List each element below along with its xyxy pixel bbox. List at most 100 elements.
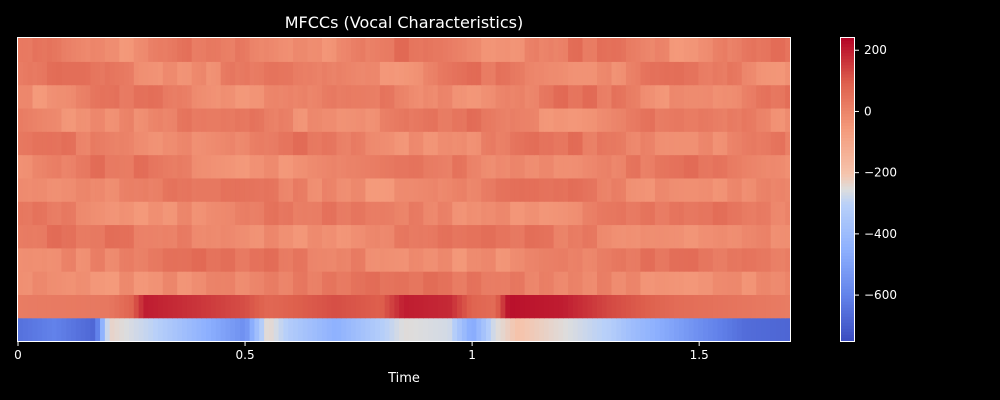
heatmap-cell: [698, 201, 704, 226]
heatmap-cell: [336, 224, 342, 249]
heatmap-cell: [27, 294, 34, 319]
heatmap-cell: [616, 294, 622, 319]
heatmap-cell: [196, 107, 202, 132]
heatmap-cell: [22, 201, 29, 226]
heatmap-cell: [712, 84, 719, 109]
heatmap-cell: [510, 177, 516, 202]
heatmap-cell: [71, 107, 77, 132]
colorbar-segment: [841, 113, 854, 118]
heatmap-cell: [534, 38, 540, 62]
heatmap-cell: [558, 224, 564, 249]
colorbar-segment: [841, 210, 854, 215]
heatmap-cell: [220, 317, 227, 342]
heatmap-cell: [177, 271, 183, 295]
heatmap-cell: [635, 84, 642, 109]
heatmap-cell: [674, 224, 680, 249]
heatmap-cell: [288, 317, 294, 342]
heatmap-cell: [80, 61, 87, 86]
heatmap-cell: [442, 224, 449, 249]
heatmap-cell: [167, 131, 173, 156]
heatmap-cell: [365, 201, 371, 226]
heatmap-cell: [761, 294, 767, 319]
heatmap-cell: [423, 84, 429, 109]
heatmap-cell: [153, 107, 159, 132]
heatmap-cell: [524, 38, 531, 62]
heatmap-cell: [100, 61, 106, 86]
heatmap-cell: [341, 271, 347, 295]
heatmap-cell: [490, 201, 497, 226]
heatmap-cell: [225, 317, 231, 342]
heatmap-cell: [143, 61, 149, 86]
heatmap-cell: [326, 247, 333, 272]
heatmap-cell: [732, 294, 738, 319]
heatmap-cell: [553, 201, 559, 226]
heatmap-cell: [534, 154, 540, 179]
heatmap-cell: [553, 84, 559, 109]
heatmap-cell: [225, 84, 231, 109]
heatmap-cell: [360, 271, 366, 295]
heatmap-cell: [698, 38, 704, 62]
heatmap-cell: [611, 154, 617, 179]
heatmap-cell: [288, 131, 294, 156]
heatmap-cell: [18, 224, 24, 249]
heatmap-cell: [732, 61, 738, 86]
heatmap-cell: [683, 38, 690, 62]
heatmap-cell: [225, 131, 231, 156]
heatmap-cell: [650, 38, 656, 62]
heatmap-cell: [109, 61, 116, 86]
colorbar-segment: [841, 304, 854, 309]
heatmap-cell: [100, 84, 106, 109]
heatmap-cell: [553, 107, 559, 132]
heatmap-cell: [283, 247, 289, 272]
heatmap-cell: [461, 294, 468, 319]
heatmap-cell: [621, 224, 627, 249]
heatmap-cell: [196, 294, 202, 319]
heatmap-cell: [741, 177, 748, 202]
heatmap-cell: [428, 38, 434, 62]
heatmap-cell: [722, 201, 728, 226]
heatmap-cell: [775, 247, 781, 272]
heatmap-cell: [384, 38, 391, 62]
heatmap-cell: [22, 224, 29, 249]
heatmap-cell: [548, 201, 555, 226]
heatmap-cell: [510, 84, 516, 109]
heatmap-cell: [534, 177, 540, 202]
colorbar-tick-label: −400: [864, 227, 897, 241]
heatmap-cell: [543, 107, 550, 132]
heatmap-cell: [293, 84, 299, 109]
heatmap-cell: [268, 177, 275, 202]
heatmap-cell: [490, 224, 497, 249]
heatmap-cell: [360, 38, 366, 62]
heatmap-cell: [741, 38, 748, 62]
heatmap-cell: [765, 154, 772, 179]
heatmap-cell: [46, 177, 53, 202]
heatmap-cell: [476, 224, 482, 249]
heatmap-cell: [249, 84, 256, 109]
heatmap-cell: [399, 61, 405, 86]
heatmap-cell: [650, 271, 656, 295]
heatmap-cell: [384, 224, 391, 249]
heatmap-cell: [621, 247, 627, 272]
heatmap-cell: [495, 247, 502, 272]
heatmap-cell: [587, 61, 593, 86]
heatmap-cell: [635, 131, 642, 156]
heatmap-cell: [46, 154, 53, 179]
heatmap-cell: [235, 294, 241, 319]
heatmap-cell: [109, 224, 116, 249]
heatmap-cell: [693, 38, 699, 62]
heatmap-cell: [654, 271, 661, 295]
heatmap-cell: [775, 201, 781, 226]
heatmap-cell: [225, 201, 231, 226]
heatmap-cell: [259, 61, 265, 86]
heatmap-cell: [466, 84, 473, 109]
heatmap-cell: [761, 224, 767, 249]
heatmap-cell: [741, 131, 748, 156]
heatmap-cell: [476, 131, 482, 156]
heatmap-cell: [452, 317, 458, 342]
heatmap-cell: [703, 224, 709, 249]
heatmap-cell: [770, 271, 777, 295]
heatmap-cell: [109, 201, 116, 226]
heatmap-cell: [765, 201, 772, 226]
